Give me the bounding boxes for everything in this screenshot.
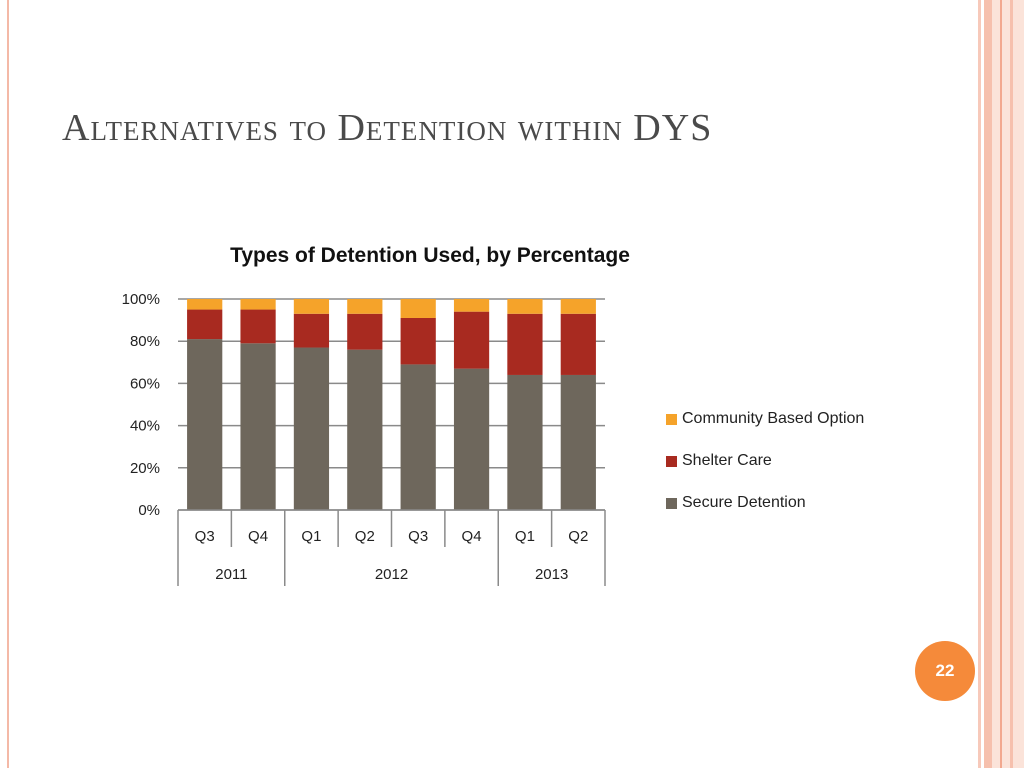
- bar-segment-secure-detention: [453, 368, 490, 510]
- x-tick-label: Q3: [408, 528, 428, 545]
- y-tick-label: 0%: [138, 502, 160, 519]
- x-tick-label: Q2: [568, 528, 588, 545]
- legend-item: Community Based Option: [666, 398, 864, 440]
- y-tick-label: 100%: [122, 291, 160, 308]
- y-tick-label: 80%: [130, 333, 160, 350]
- legend-swatch: [666, 413, 677, 425]
- bar-segment-shelter-care: [240, 309, 276, 344]
- chart-legend: Community Based Option Shelter Care Secure…: [666, 398, 864, 524]
- bar-segment-community-based-option: [347, 299, 383, 314]
- bar-segment-shelter-care: [347, 313, 383, 350]
- right-border-stripe: [992, 0, 1024, 768]
- bar-segment-community-based-option: [400, 299, 436, 318]
- bar-segment-shelter-care: [560, 313, 596, 375]
- x-tick-label: Q4: [248, 528, 268, 545]
- legend-item: Secure Detention: [666, 482, 864, 524]
- y-tick-label: 20%: [130, 460, 160, 477]
- right-border-stripe: [1010, 0, 1013, 768]
- right-border-stripe: [978, 0, 981, 768]
- page-number-badge: 22: [915, 641, 975, 701]
- bar-segment-shelter-care: [400, 317, 436, 365]
- legend-label: Community Based Option: [682, 410, 865, 427]
- bar-segment-community-based-option: [293, 299, 330, 314]
- bar-segment-shelter-care: [187, 309, 223, 340]
- bar-segment-shelter-care: [293, 313, 330, 348]
- right-border-stripe: [984, 0, 992, 768]
- x-tick-label: Q2: [355, 528, 375, 545]
- chart-title: Types of Detention Used, by Percentage: [230, 244, 630, 267]
- x-group-label: 2012: [375, 566, 408, 583]
- slide-title: Alternatives to Detention within DYS: [62, 107, 713, 149]
- bar-segment-shelter-care: [453, 311, 490, 369]
- legend-item: Shelter Care: [666, 440, 864, 482]
- y-tick-label: 60%: [130, 375, 160, 392]
- legend-label: Shelter Care: [682, 452, 772, 469]
- bar-segment-secure-detention: [240, 343, 276, 510]
- bar-segment-community-based-option: [453, 299, 490, 312]
- bar-segment-secure-detention: [400, 364, 436, 510]
- legend-swatch: [666, 497, 677, 509]
- right-border-stripe: [1000, 0, 1002, 768]
- x-tick-label: Q3: [195, 528, 215, 545]
- bar-segment-secure-detention: [507, 374, 543, 510]
- bar-segment-community-based-option: [187, 299, 223, 310]
- bar-segment-secure-detention: [187, 339, 223, 510]
- y-tick-label: 40%: [130, 418, 160, 435]
- bar-segment-secure-detention: [560, 374, 596, 510]
- x-tick-label: Q4: [462, 528, 482, 545]
- x-group-label: 2013: [535, 566, 568, 583]
- bar-segment-secure-detention: [293, 347, 330, 510]
- legend-swatch: [666, 455, 677, 467]
- legend-label: Secure Detention: [682, 494, 806, 511]
- bar-segment-community-based-option: [240, 299, 276, 310]
- left-border-rule: [0, 0, 9, 768]
- bar-segment-secure-detention: [347, 349, 383, 510]
- x-tick-label: Q1: [515, 528, 535, 545]
- x-group-label: 2011: [215, 566, 247, 583]
- bar-segment-shelter-care: [507, 313, 543, 375]
- bar-segment-community-based-option: [560, 299, 596, 314]
- bar-segment-community-based-option: [507, 299, 543, 314]
- x-tick-label: Q1: [301, 528, 321, 545]
